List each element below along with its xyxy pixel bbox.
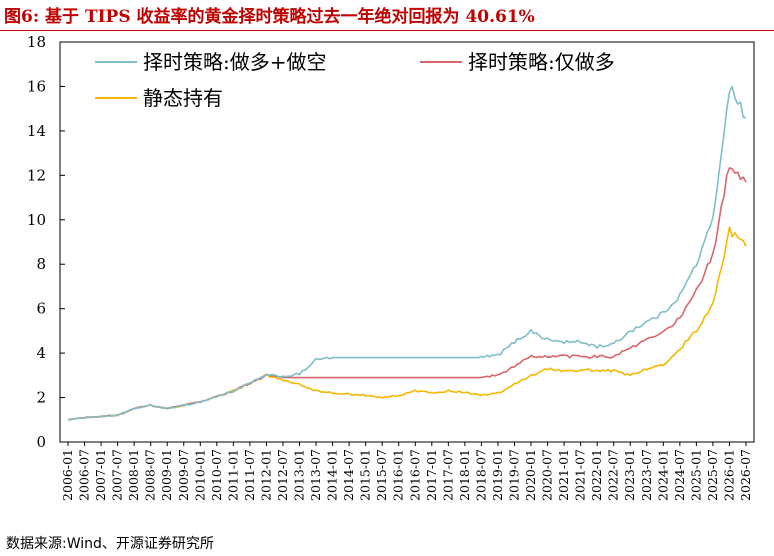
legend-label-1: 择时策略:仅做多 [468, 50, 615, 74]
x-tick-label: 2010-07 [209, 449, 224, 501]
y-tick-label: 6 [36, 300, 46, 318]
x-tick-label: 2009-07 [176, 449, 191, 501]
source-note: 数据来源:Wind、开源证券研究所 [6, 536, 214, 552]
x-tick-label: 2023-01 [622, 449, 637, 501]
series-layer [67, 85, 747, 421]
x-tick-label: 2015-07 [374, 449, 389, 501]
legend-label-0: 择时策略:做多+做空 [143, 50, 327, 74]
x-tick-label: 2024-07 [672, 449, 687, 501]
x-tick-label: 2017-01 [424, 449, 439, 501]
x-tick-label: 2009-01 [159, 449, 174, 501]
y-tick-label: 18 [27, 33, 46, 51]
x-tick-label: 2006-01 [60, 449, 75, 501]
title-divider [0, 30, 774, 31]
x-tick-label: 2014-07 [341, 449, 356, 501]
legend-label-2: 静态持有 [143, 86, 223, 110]
x-tick-label: 2018-01 [457, 449, 472, 501]
y-tick-label: 12 [27, 166, 46, 184]
x-tick-label: 2013-01 [292, 449, 307, 501]
x-tick-label: 2021-01 [556, 449, 571, 501]
x-tick-label: 2015-01 [358, 449, 373, 501]
x-tick-label: 2024-01 [655, 449, 670, 501]
x-tick-label: 2013-07 [308, 449, 323, 501]
x-tick-label: 2007-01 [93, 449, 108, 501]
x-tick-label: 2011-01 [225, 449, 240, 501]
x-tick-label: 2014-01 [325, 449, 340, 501]
x-tick-label: 2018-07 [473, 449, 488, 501]
x-tick-label: 2017-07 [440, 449, 455, 501]
x-tick-label: 2020-07 [540, 449, 555, 501]
x-tick-label: 2008-01 [126, 449, 141, 501]
x-tick-label: 2026-07 [738, 449, 753, 501]
x-tick-label: 2019-07 [506, 449, 521, 501]
x-tick-label: 2023-07 [639, 449, 654, 501]
series-line-0 [67, 85, 747, 421]
x-tick-label: 2011-07 [242, 449, 257, 501]
x-tick-label: 2020-01 [523, 449, 538, 501]
y-tick-label: 8 [36, 255, 46, 273]
x-tick-label: 2021-07 [573, 449, 588, 501]
y-tick-label: 2 [36, 389, 46, 407]
x-tick-label: 2012-01 [258, 449, 273, 501]
y-tick-label: 16 [27, 77, 46, 95]
y-tick-label: 4 [36, 344, 46, 362]
y-tick-label: 0 [36, 433, 46, 451]
series-line-1 [67, 167, 747, 421]
x-tick-label: 2025-07 [705, 449, 720, 501]
figure-title: 图6: 基于 TIPS 收益率的黄金择时策略过去一年绝对回报为 40.61% [4, 7, 535, 27]
x-tick-label: 2007-07 [110, 449, 125, 501]
line-chart: 0 2 4 6 8 10 12 14 16 18 2006-01 2006-07 2007-01 2007… [27, 33, 755, 501]
x-tick-label: 2006-07 [77, 449, 92, 501]
x-tick-label: 2016-07 [407, 449, 422, 501]
y-tick-label: 14 [27, 122, 46, 140]
x-tick-label: 2008-07 [143, 449, 158, 501]
x-tick-label: 2022-01 [589, 449, 604, 501]
x-tick-label: 2010-01 [192, 449, 207, 501]
axes: 0 2 4 6 8 10 12 14 16 18 2006-01 2006-07 2007-01 2007… [27, 33, 755, 501]
x-tick-label: 2026-01 [721, 449, 736, 501]
y-tick-label: 10 [27, 211, 46, 229]
plot-frame [59, 41, 755, 443]
x-tick-label: 2012-07 [275, 449, 290, 501]
x-tick-label: 2016-01 [391, 449, 406, 501]
x-tick-label: 2022-07 [606, 449, 621, 501]
x-tick-label: 2025-01 [688, 449, 703, 501]
x-tick-label: 2019-01 [490, 449, 505, 501]
